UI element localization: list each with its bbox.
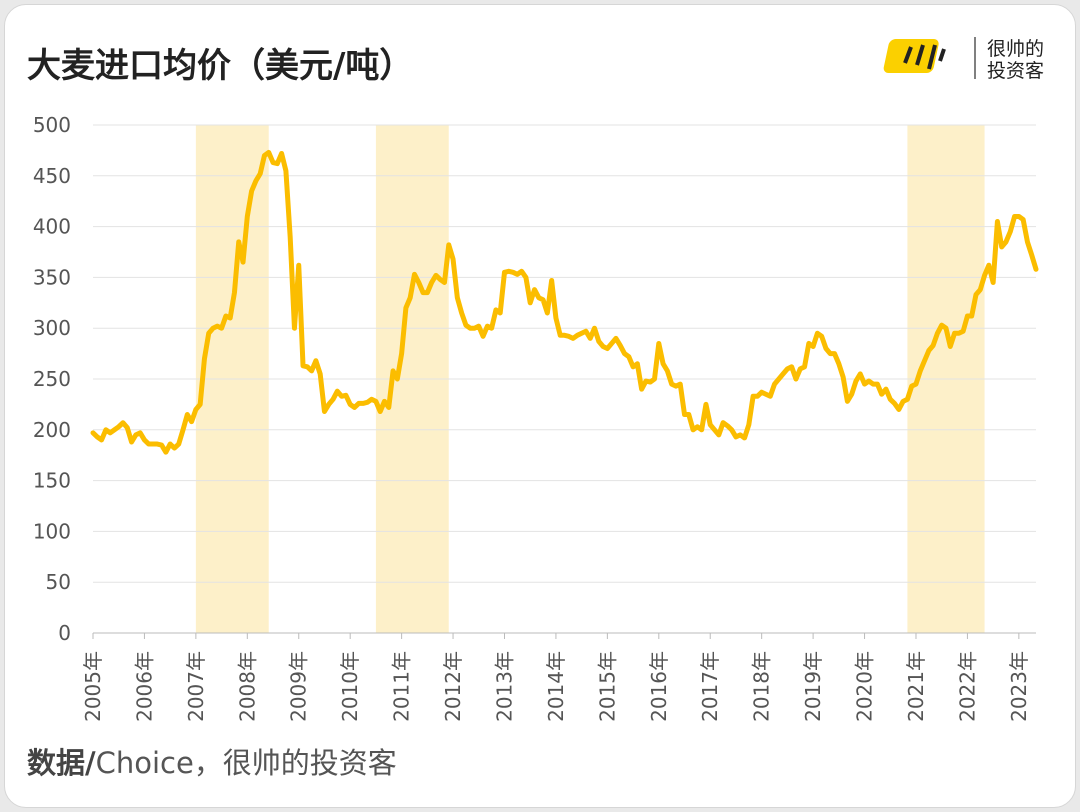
y-tick-label: 400 [33, 215, 71, 239]
x-tick-label: 2012年 [441, 651, 465, 722]
y-tick-label: 0 [58, 621, 71, 645]
x-tick-label: 2008年 [235, 651, 259, 722]
plot-background [93, 124, 1036, 634]
y-tick-label: 450 [33, 164, 71, 188]
x-tick-label: 2022年 [955, 651, 979, 722]
logo-text: 很帅的 [987, 38, 1044, 60]
x-tick-label: 2006年 [132, 651, 156, 722]
y-tick-label: 300 [33, 316, 71, 340]
x-tick-label: 2013年 [492, 651, 516, 722]
x-tick-label: 2015年 [595, 651, 619, 722]
source-text: Choice，很帅的投资客 [96, 746, 397, 780]
x-tick-label: 2019年 [801, 651, 825, 722]
logo-mark [883, 39, 939, 73]
x-tick-label: 2009年 [287, 651, 311, 722]
x-tick-label: 2017年 [698, 651, 722, 722]
y-tick-label: 100 [33, 519, 71, 543]
chart: 大麦进口均价（美元/吨） 很帅的 投资客 数据/Choice，很帅的投资客 0 5… [27, 37, 1044, 780]
x-tick-label: 2020年 [853, 651, 877, 722]
x-tick-label: 2016年 [647, 651, 671, 722]
x-tick-label: 2005年 [81, 651, 105, 722]
x-tick-label: 2023年 [1007, 651, 1031, 722]
x-tick-label: 2018年 [750, 651, 774, 722]
source: 数据/Choice，很帅的投资客 [27, 746, 397, 780]
x-tick-label: 2007年 [184, 651, 208, 722]
x-tick-label: 2010年 [338, 651, 362, 722]
y-tick-label: 50 [46, 570, 71, 594]
y-tick-label: 200 [33, 418, 71, 442]
y-tick-label: 250 [33, 367, 71, 391]
source-label: 数据/ [27, 746, 96, 780]
y-tick-label: 500 [33, 113, 71, 137]
y-tick-label: 350 [33, 265, 71, 289]
chart-title: 大麦进口均价（美元/吨） [27, 46, 413, 86]
x-tick-label: 2014年 [544, 651, 568, 722]
logo-strokes [903, 44, 946, 70]
y-tick-label: 150 [33, 469, 71, 493]
logo-text: 投资客 [987, 60, 1044, 82]
x-tick-label: 2011年 [390, 651, 414, 722]
data-line [90, 149, 1039, 455]
card: 大麦进口均价（美元/吨） 很帅的 投资客 数据/Choice，很帅的投资客 0 5… [4, 4, 1076, 808]
logo: 很帅的 投资客 [883, 37, 1044, 82]
x-tick-label: 2021年 [904, 651, 928, 722]
